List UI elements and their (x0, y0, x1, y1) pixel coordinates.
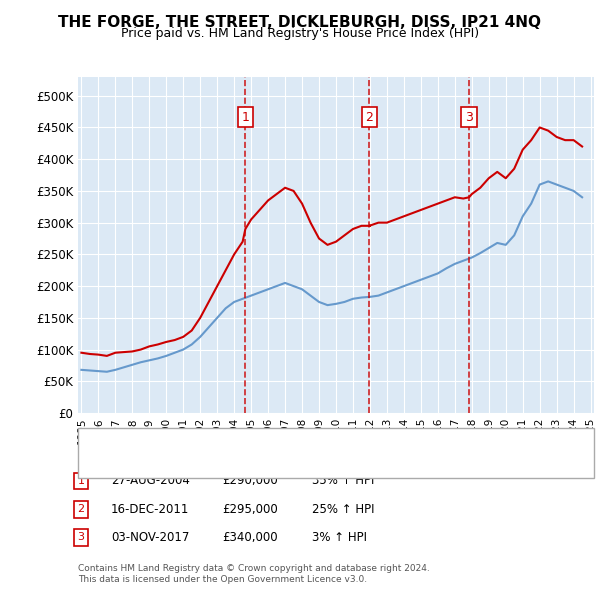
Text: 16-DEC-2011: 16-DEC-2011 (111, 503, 190, 516)
Text: 3: 3 (465, 110, 473, 123)
Text: £295,000: £295,000 (222, 503, 278, 516)
Text: This data is licensed under the Open Government Licence v3.0.: This data is licensed under the Open Gov… (78, 575, 367, 584)
Text: ——: —— (90, 456, 118, 470)
Text: 2: 2 (77, 504, 85, 514)
Text: HPI: Average price, detached house, South Norfolk: HPI: Average price, detached house, Sout… (120, 458, 384, 468)
Text: 3% ↑ HPI: 3% ↑ HPI (312, 531, 367, 544)
Text: 1: 1 (241, 110, 249, 123)
Text: £290,000: £290,000 (222, 474, 278, 487)
Text: 3: 3 (77, 533, 85, 542)
Text: THE FORGE, THE STREET, DICKLEBURGH, DISS, IP21 4NQ: THE FORGE, THE STREET, DICKLEBURGH, DISS… (59, 15, 542, 30)
Text: 1: 1 (77, 476, 85, 486)
Text: Price paid vs. HM Land Registry's House Price Index (HPI): Price paid vs. HM Land Registry's House … (121, 27, 479, 40)
Text: 35% ↑ HPI: 35% ↑ HPI (312, 474, 374, 487)
Text: 03-NOV-2017: 03-NOV-2017 (111, 531, 190, 544)
Text: Contains HM Land Registry data © Crown copyright and database right 2024.: Contains HM Land Registry data © Crown c… (78, 565, 430, 573)
Text: 25% ↑ HPI: 25% ↑ HPI (312, 503, 374, 516)
Text: 2: 2 (365, 110, 373, 123)
Text: ——: —— (90, 434, 118, 448)
Text: £340,000: £340,000 (222, 531, 278, 544)
Text: 27-AUG-2004: 27-AUG-2004 (111, 474, 190, 487)
Text: THE FORGE, THE STREET, DICKLEBURGH, DISS, IP21 4NQ (detached house): THE FORGE, THE STREET, DICKLEBURGH, DISS… (120, 436, 512, 445)
